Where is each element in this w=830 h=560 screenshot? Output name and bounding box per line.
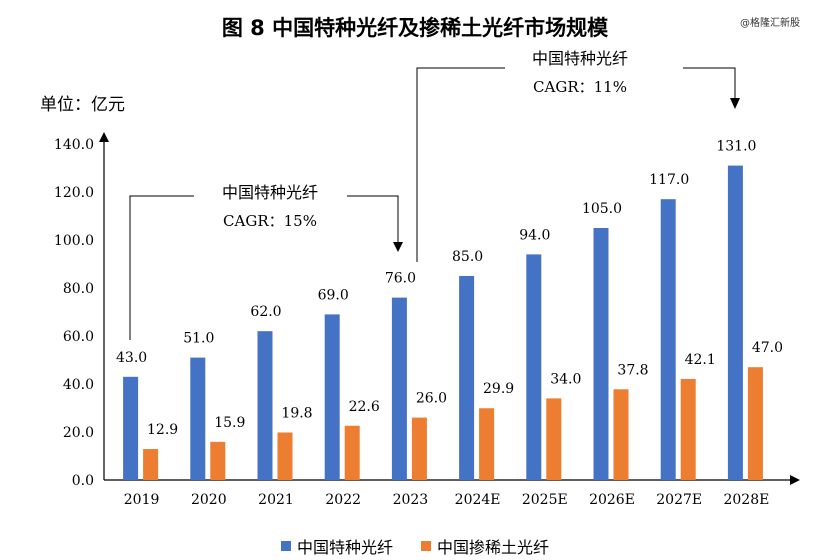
annotation-2-right-line [683,67,736,100]
annotation-1-right-line [347,195,399,246]
y-tick-label: 140.0 [54,137,94,153]
x-tick-label: 2022 [325,492,361,508]
data-label-series-1: 62.0 [250,304,281,320]
annotation-2-left-line [416,67,505,262]
bar-series-2 [680,378,696,480]
bar-series-1 [660,199,676,480]
y-tick-label: 80.0 [63,281,94,297]
bar-series-1 [526,254,542,480]
data-label-series-2: 12.9 [147,422,178,438]
bar-series-2 [479,408,495,480]
cagr-annotation-2: 中国特种光纤 CAGR：11% [416,49,740,262]
legend-label-1: 中国特种光纤 [296,538,393,557]
x-tick-label: 2019 [124,492,160,508]
watermark: @格隆汇新股 [740,18,800,29]
data-label-series-1: 131.0 [716,139,756,155]
legend-item-series-1: 中国特种光纤 [280,534,393,558]
x-axis-arrow-icon [790,475,800,485]
legend-swatch-1 [280,541,291,551]
cagr-annotation-1: 中国特种光纤 CAGR：15% [129,183,403,340]
y-tick-label: 20.0 [63,425,94,441]
data-label-series-2: 22.6 [349,399,380,415]
x-tick-label: 2020 [191,492,227,508]
legend-item-series-2: 中国掺稀土光纤 [421,534,549,558]
annotation-2-name: 中国特种光纤 [532,49,628,68]
bar-series-1 [123,376,139,480]
data-label-series-1: 117.0 [649,172,689,188]
y-tick-label: 0.0 [72,473,94,489]
bar-series-1 [190,357,206,480]
chart-title: 图 8 中国特种光纤及掺稀土光纤市场规模 [221,16,609,40]
annotation-2-cagr: CAGR：11% [533,78,627,96]
annotation-2-arrow-icon [730,98,740,109]
bar-series-1 [324,314,340,480]
bar-series-2 [411,417,427,480]
x-tick-label: 2024E [455,492,501,508]
tick-labels: 0.0 20.0 40.0 60.0 80.0 100.0 120.0 140.0 2019 20… [54,137,769,508]
data-label-series-1: 85.0 [452,249,483,265]
annotation-1-cagr: CAGR：15% [223,212,317,230]
data-label-series-1: 94.0 [519,227,550,243]
data-label-series-2: 26.0 [416,391,447,407]
bar-series-2 [344,425,360,480]
bars [123,165,763,480]
data-label-series-1: 69.0 [318,287,349,303]
x-tick-label: 2023 [393,492,429,508]
y-tick-label: 100.0 [54,233,94,249]
bar-series-2 [143,449,159,480]
bar-series-1 [727,165,743,480]
y-tick-label: 60.0 [63,329,94,345]
annotation-1-left-line [129,195,194,340]
data-label-series-2: 37.8 [617,362,648,378]
legend-swatch-2 [421,541,431,551]
data-label-series-2: 15.9 [214,415,245,431]
data-labels: 43.0 12.9 51.0 15.9 62.0 19.8 69.0 22.6 76.0 26.0… [116,139,783,438]
legend-label-2: 中国掺稀土光纤 [437,538,550,557]
y-tick-label: 120.0 [54,185,94,201]
data-label-series-1: 43.0 [116,350,147,366]
bar-series-1 [391,297,407,480]
data-label-series-2: 19.8 [281,405,312,421]
legend: 中国特种光纤 中国掺稀土光纤 [0,534,830,558]
x-tick-label: 2026E [589,492,635,508]
data-label-series-2: 42.1 [685,352,716,368]
bar-series-1 [459,276,475,480]
y-axis-arrow-icon [99,132,109,142]
annotation-1-arrow-icon [393,242,403,252]
data-label-series-2: 29.9 [483,381,514,397]
data-label-series-2: 47.0 [752,340,783,356]
bar-series-2 [277,432,293,480]
bar-series-2 [546,398,562,480]
bar-series-2 [613,389,629,480]
data-label-series-1: 51.0 [183,331,214,347]
x-tick-label: 2025E [522,492,568,508]
unit-label: 单位：亿元 [40,95,125,115]
x-tick-label: 2021 [258,492,294,508]
bar-series-2 [210,441,226,480]
data-label-series-1: 105.0 [582,201,622,217]
data-label-series-1: 76.0 [385,271,416,287]
x-tick-label: 2028E [723,492,769,508]
bar-series-1 [593,228,609,480]
annotation-1-name: 中国特种光纤 [222,183,318,202]
bar-series-2 [747,367,763,480]
data-label-series-2: 34.0 [550,371,581,387]
x-tick-label: 2027E [656,492,702,508]
bar-series-1 [257,331,273,480]
y-tick-label: 40.0 [63,377,94,393]
